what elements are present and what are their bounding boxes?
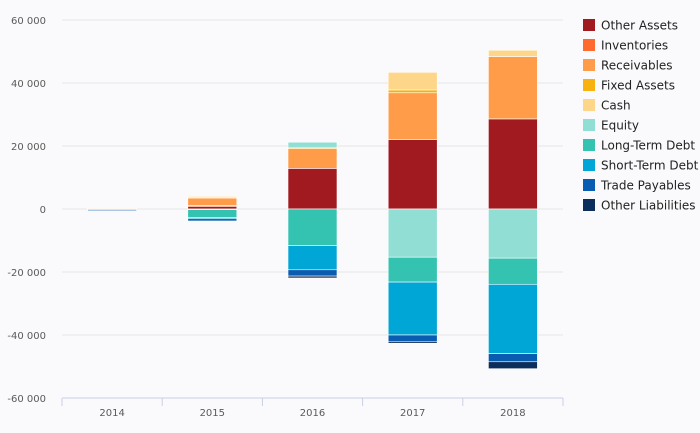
bar-segment	[488, 118, 538, 210]
legend-swatch	[583, 79, 595, 91]
bar-segment	[488, 257, 538, 285]
bar-segment	[488, 56, 538, 120]
bar-segment	[387, 340, 438, 344]
bar-segment	[488, 49, 538, 57]
bar-segment	[287, 275, 338, 279]
legend-label: Short-Term Debt	[601, 159, 699, 173]
legend-item[interactable]: Fixed Assets	[583, 79, 675, 93]
legend-label: Cash	[601, 99, 631, 113]
legend-swatch	[583, 119, 595, 131]
legend-swatch	[583, 179, 595, 191]
bar-segment	[387, 334, 438, 342]
bar-segment	[387, 71, 438, 91]
bar-segment	[87, 209, 137, 211]
bar-segment	[488, 361, 538, 370]
legend-item[interactable]: Long-Term Debt	[583, 139, 695, 153]
x-tick-label: 2017	[400, 408, 425, 419]
y-tick-label: -20 000	[7, 268, 46, 279]
legend-item[interactable]: Equity	[583, 119, 639, 133]
legend: Other Assets Inventories Receivables Fixed …	[583, 19, 699, 213]
bar-segment	[488, 353, 538, 363]
legend-item[interactable]: Other Liabilities	[583, 199, 696, 213]
y-tick-label: 60 000	[11, 16, 46, 27]
legend-label: Equity	[601, 119, 639, 133]
legend-label: Fixed Assets	[601, 79, 675, 93]
bar-segment	[387, 256, 438, 283]
x-tick-label: 2018	[500, 408, 525, 419]
y-tick-label: -60 000	[7, 394, 46, 405]
legend-item[interactable]: Other Assets	[583, 19, 678, 33]
bar-segment	[187, 209, 238, 218]
legend-swatch	[583, 59, 595, 71]
bar-segment	[387, 208, 438, 258]
legend-item[interactable]: Inventories	[583, 39, 668, 53]
y-tick-label: 40 000	[11, 79, 46, 90]
bar-segment	[287, 208, 338, 246]
bar-segment	[187, 218, 238, 222]
legend-item[interactable]: Cash	[583, 99, 631, 113]
bar-segment	[187, 196, 238, 198]
legend-swatch	[583, 139, 595, 151]
bar-segment	[287, 148, 338, 169]
legend-label: Inventories	[601, 39, 668, 53]
axes: 60 000 40 000 20 000 0 -20 000 -40 000 -60 000…	[7, 16, 564, 419]
legend-label: Other Assets	[601, 19, 678, 33]
y-tick-label: -40 000	[7, 331, 46, 342]
bars	[87, 49, 538, 370]
x-tick-label: 2014	[99, 408, 124, 419]
legend-item[interactable]: Short-Term Debt	[583, 159, 699, 173]
legend-swatch	[583, 19, 595, 31]
legend-label: Long-Term Debt	[601, 139, 695, 153]
bar-segment	[287, 245, 338, 271]
bar-segment	[387, 92, 438, 141]
bar-segment	[488, 283, 538, 354]
legend-swatch	[583, 199, 595, 211]
y-tick-label: 0	[40, 205, 46, 216]
legend-label: Trade Payables	[600, 179, 691, 193]
bar-segment	[387, 89, 438, 94]
legend-swatch	[583, 39, 595, 51]
bar-segment	[187, 197, 238, 206]
bar-segment	[387, 139, 438, 210]
bar-segment	[287, 141, 338, 148]
legend-swatch	[583, 159, 595, 171]
legend-item[interactable]: Receivables	[583, 59, 673, 73]
bar-segment	[287, 269, 338, 277]
x-tick-label: 2016	[300, 408, 325, 419]
x-tick-label: 2015	[200, 408, 225, 419]
legend-label: Other Liabilities	[601, 199, 696, 213]
legend-swatch	[583, 99, 595, 111]
legend-item[interactable]: Trade Payables	[583, 179, 691, 193]
bar-segment	[387, 281, 438, 336]
bar-segment	[488, 208, 538, 259]
bar-segment	[287, 168, 338, 210]
y-tick-label: 20 000	[11, 142, 46, 153]
legend-label: Receivables	[601, 59, 673, 73]
